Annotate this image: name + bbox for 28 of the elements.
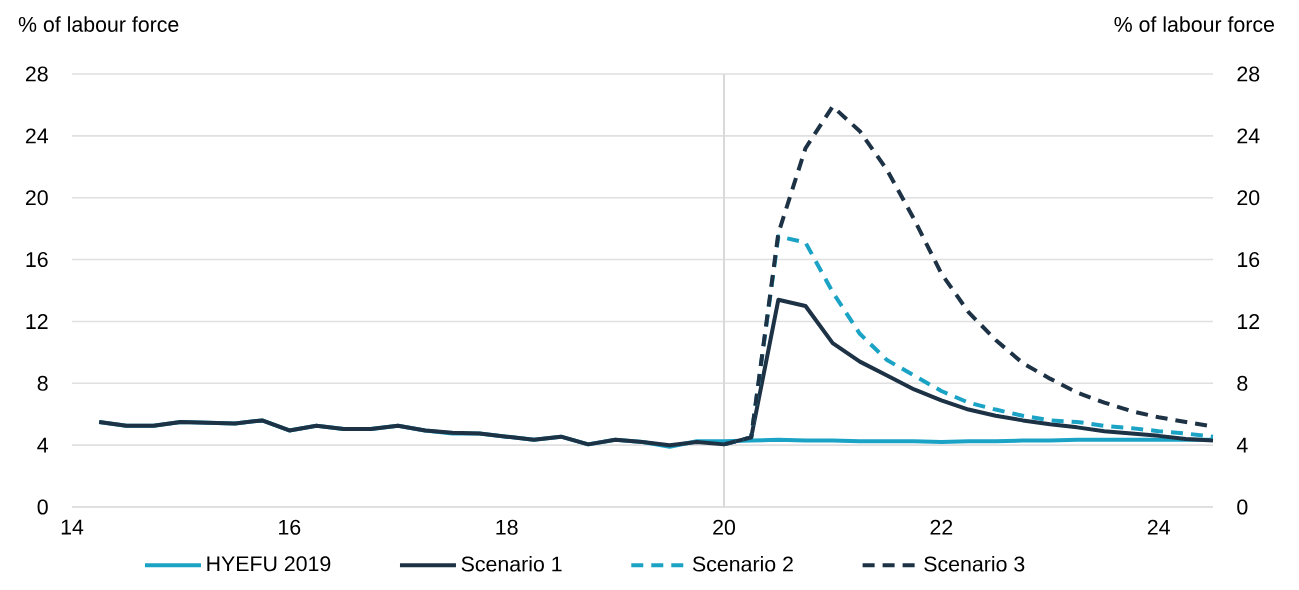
y-tick-label: 24 [25, 128, 48, 144]
legend-label: HYEFU 2019 [207, 556, 331, 572]
legend-label: Scenario 2 [692, 555, 793, 572]
y-tick-label: 28 [25, 66, 48, 82]
y-tick-label: 0 [37, 499, 48, 515]
y2-tick-label: 12 [1238, 313, 1260, 329]
y2-tick-label: 24 [1237, 128, 1260, 144]
y-tick-label: 8 [37, 375, 48, 391]
y2-tick-label: 16 [1238, 252, 1260, 268]
y2-tick-label: 8 [1237, 375, 1248, 391]
x-tick-label: 22 [930, 519, 953, 535]
x-tick-label: 24 [1147, 519, 1170, 535]
y2-tick-label: 4 [1236, 437, 1248, 453]
y2-tick-label: 28 [1237, 66, 1260, 82]
y2-axis-title: % of labour force [1114, 16, 1274, 32]
x-tick-label: 20 [713, 519, 736, 535]
x-tick-label: 18 [496, 519, 518, 535]
y2-tick-label: 0 [1237, 499, 1248, 515]
legend-label: Scenario 3 [924, 555, 1025, 572]
x-tick-label: 16 [279, 519, 301, 535]
y-tick-label: 16 [26, 252, 48, 268]
x-tick-label: 14 [61, 519, 84, 535]
y-axis-title: % of labour force [18, 16, 179, 32]
y-tick-label: 4 [37, 437, 48, 453]
y2-tick-label: 20 [1237, 190, 1260, 206]
y-tick-label: 20 [25, 190, 48, 206]
y-tick-label: 12 [26, 313, 48, 329]
legend-label: Scenario 1 [461, 555, 562, 572]
